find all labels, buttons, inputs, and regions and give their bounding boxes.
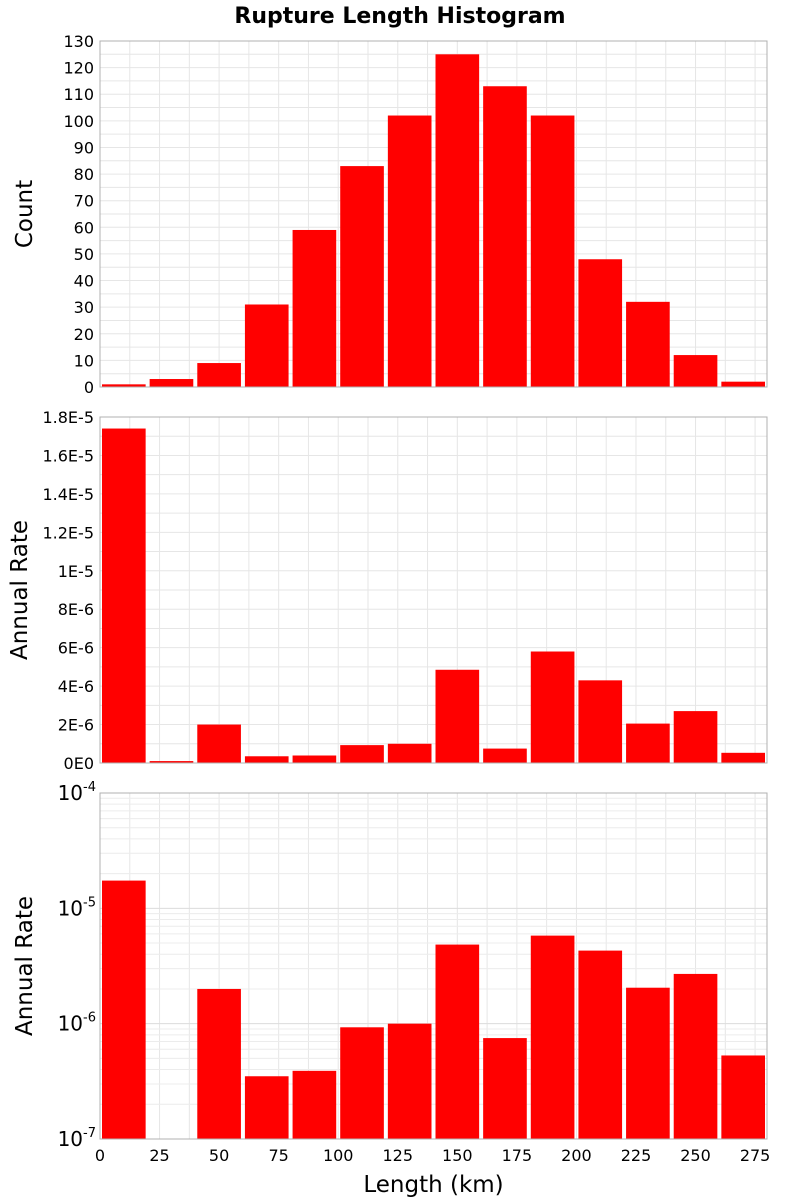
- y-tick-label: 2E-6: [58, 716, 94, 735]
- y-tick-label: 10-4: [58, 780, 96, 805]
- bar-1-9: [483, 86, 527, 387]
- y-tick-label: 80: [74, 165, 94, 184]
- y-axis-label: Count: [12, 180, 38, 248]
- bar-2-12: [626, 723, 670, 763]
- x-tick-label: 250: [680, 1146, 711, 1165]
- bar-1-12: [626, 301, 670, 387]
- bar-1-4: [244, 304, 289, 387]
- x-tick-label: 75: [268, 1146, 288, 1165]
- x-tick-label: 100: [323, 1146, 354, 1165]
- bar-1-5: [292, 229, 337, 387]
- y-tick-label: 1.8E-5: [42, 408, 94, 427]
- y-tick-label: 40: [74, 272, 94, 291]
- y-tick-label: 0E0: [64, 754, 94, 773]
- bar-2-14: [721, 752, 765, 763]
- y-tick-label: 10-7: [58, 1126, 96, 1151]
- y-tick-label: 1.6E-5: [42, 446, 94, 465]
- bar-1-8: [435, 54, 480, 388]
- bar-3-1: [102, 880, 146, 1139]
- bar-3-11: [578, 950, 623, 1139]
- bar-3-7: [387, 1023, 432, 1139]
- chart-title: Rupture Length Histogram: [234, 4, 565, 29]
- x-tick-label: 50: [209, 1146, 229, 1165]
- y-tick-label: 8E-6: [58, 600, 94, 619]
- bar-1-14: [721, 381, 765, 387]
- y-tick-label: 110: [63, 85, 94, 104]
- bar-1-6: [340, 166, 384, 387]
- y-tick-label: 1.2E-5: [42, 523, 94, 542]
- bar-1-13: [673, 355, 718, 387]
- bar-2-8: [435, 669, 480, 763]
- x-tick-label: 125: [382, 1146, 413, 1165]
- plot-frame: [99, 792, 768, 1140]
- bar-1-10: [530, 115, 575, 388]
- y-tick-label: 60: [74, 218, 94, 237]
- bar-2-4: [244, 756, 289, 763]
- bar-2-10: [530, 651, 575, 763]
- x-tick-label: 225: [621, 1146, 652, 1165]
- bar-2-9: [483, 748, 527, 763]
- chart-panel-2: 0E0 2E-6 4E-6 6E-6 8E-6 1E-5 1.2E-5 1.4E-5 1.6E-…: [7, 408, 768, 773]
- plot-frame: [99, 416, 768, 764]
- x-tick-label: 0: [95, 1146, 105, 1165]
- bar-3-8: [435, 944, 480, 1139]
- y-tick-label: 130: [63, 32, 94, 51]
- chart-panel-3: 10-7 10-6 10-5 10-4 Annual Rate 0 25 50 75 100 125…: [12, 780, 770, 1198]
- bar-3-13: [673, 973, 718, 1139]
- chart-panel-1: 0 10 20 30 40 50 60 70 80 90 100 110 120 130 Count: [12, 32, 768, 397]
- bar-3-12: [626, 987, 670, 1139]
- bar-3-9: [483, 1038, 527, 1139]
- y-axis-label: Annual Rate: [12, 896, 38, 1036]
- y-tick-label: 10-5: [58, 895, 96, 920]
- y-tick-label: 4E-6: [58, 677, 94, 696]
- bar-2-6: [340, 745, 384, 763]
- x-tick-label: 150: [442, 1146, 473, 1165]
- bar-3-14: [721, 1055, 765, 1139]
- bar-2-7: [387, 743, 432, 763]
- y-axis-label: Annual Rate: [7, 520, 33, 660]
- y-tick-label: 1.4E-5: [42, 485, 94, 504]
- bar-2-1: [102, 428, 146, 763]
- x-axis-label: Length (km): [363, 1172, 503, 1198]
- bar-3-6: [340, 1027, 384, 1139]
- bar-2-13: [673, 711, 718, 763]
- bar-2-5: [292, 755, 337, 763]
- y-tick-label: 6E-6: [58, 639, 94, 658]
- y-tick-label: 70: [74, 192, 94, 211]
- bar-3-5: [292, 1070, 337, 1139]
- y-tick-label: 120: [63, 59, 94, 78]
- y-tick-label: 20: [74, 325, 94, 344]
- bar-1-2: [149, 379, 194, 387]
- bar-2-11: [578, 680, 623, 763]
- x-tick-label: 200: [561, 1146, 592, 1165]
- x-tick-label: 275: [740, 1146, 771, 1165]
- bar-3-4: [244, 1076, 289, 1139]
- x-tick-label: 25: [149, 1146, 169, 1165]
- x-tick-label: 175: [502, 1146, 533, 1165]
- plot-frame: [99, 40, 768, 388]
- y-tick-label: 100: [63, 112, 94, 131]
- bar-1-7: [387, 115, 432, 388]
- bar-3-3: [197, 988, 241, 1139]
- y-tick-label: 1E-5: [58, 562, 94, 581]
- bar-1-3: [197, 363, 241, 387]
- bar-2-3: [197, 724, 241, 763]
- y-tick-label: 10: [74, 351, 94, 370]
- bar-2-2: [149, 761, 194, 763]
- y-tick-label: 50: [74, 245, 94, 264]
- y-tick-label: 30: [74, 298, 94, 317]
- bar-1-1: [102, 384, 146, 387]
- y-tick-label: 0: [84, 378, 94, 397]
- y-tick-label: 10-6: [58, 1011, 96, 1036]
- y-tick-label: 90: [74, 138, 94, 157]
- bar-1-11: [578, 259, 623, 387]
- bar-3-10: [530, 935, 575, 1139]
